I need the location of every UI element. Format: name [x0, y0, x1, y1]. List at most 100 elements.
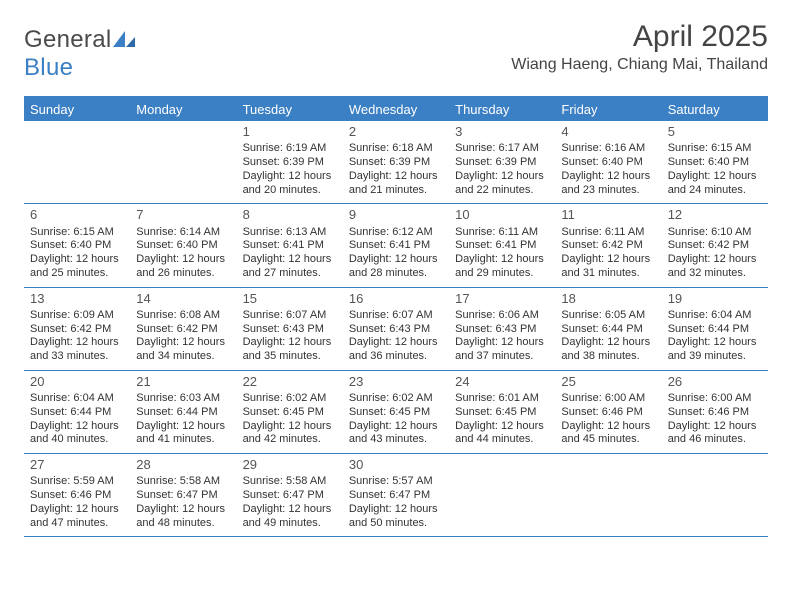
day-number: 13: [30, 291, 124, 307]
daylight-text: Daylight: 12 hours and 48 minutes.: [136, 503, 230, 531]
sunset-text: Sunset: 6:46 PM: [561, 406, 655, 420]
day-number: 1: [243, 124, 337, 140]
calendar-week-row: 20Sunrise: 6:04 AMSunset: 6:44 PMDayligh…: [24, 371, 768, 454]
day-number: 19: [668, 291, 762, 307]
calendar-cell: 21Sunrise: 6:03 AMSunset: 6:44 PMDayligh…: [130, 371, 236, 453]
sunrise-text: Sunrise: 6:03 AM: [136, 392, 230, 406]
day-number: 26: [668, 374, 762, 390]
sunset-text: Sunset: 6:39 PM: [243, 156, 337, 170]
header: GeneralBlue April 2025 Wiang Haeng, Chia…: [24, 20, 768, 82]
calendar-cell: 3Sunrise: 6:17 AMSunset: 6:39 PMDaylight…: [449, 121, 555, 203]
calendar-cell: 18Sunrise: 6:05 AMSunset: 6:44 PMDayligh…: [555, 288, 661, 370]
calendar-cell: 16Sunrise: 6:07 AMSunset: 6:43 PMDayligh…: [343, 288, 449, 370]
day-number: 5: [668, 124, 762, 140]
daylight-text: Daylight: 12 hours and 33 minutes.: [30, 336, 124, 364]
sunset-text: Sunset: 6:42 PM: [668, 239, 762, 253]
day-number: 14: [136, 291, 230, 307]
sunrise-text: Sunrise: 6:04 AM: [30, 392, 124, 406]
sunset-text: Sunset: 6:43 PM: [243, 323, 337, 337]
sunrise-text: Sunrise: 6:08 AM: [136, 309, 230, 323]
calendar-cell: 23Sunrise: 6:02 AMSunset: 6:45 PMDayligh…: [343, 371, 449, 453]
calendar-cell: 8 Sunrise: 6:13 AMSunset: 6:41 PMDaylight…: [237, 204, 343, 286]
sunset-text: Sunset: 6:43 PM: [455, 323, 549, 337]
calendar-header-row: Sunday Monday Tuesday Wednesday Thursday…: [24, 98, 768, 121]
sunrise-text: Sunrise: 6:15 AM: [30, 226, 124, 240]
calendar-week-row: 27Sunrise: 5:59 AMSunset: 6:46 PMDayligh…: [24, 454, 768, 537]
daylight-text: Daylight: 12 hours and 44 minutes.: [455, 420, 549, 448]
day-number: 24: [455, 374, 549, 390]
calendar-cell: 24 Sunrise: 6:01 AMSunset: 6:45 PMDayligh…: [449, 371, 555, 453]
sunset-text: Sunset: 6:46 PM: [668, 406, 762, 420]
daylight-text: Daylight: 12 hours and 23 minutes.: [561, 170, 655, 198]
day-number: 25: [561, 374, 655, 390]
day-number: 15: [243, 291, 337, 307]
dayhead-tuesday: Tuesday: [237, 98, 343, 121]
day-number: 11: [561, 207, 655, 223]
calendar-cell: 13Sunrise: 6:09 AMSunset: 6:42 PMDayligh…: [24, 288, 130, 370]
daylight-text: Daylight: 12 hours and 40 minutes.: [30, 420, 124, 448]
calendar-cell: 15Sunrise: 6:07 AMSunset: 6:43 PMDayligh…: [237, 288, 343, 370]
calendar-cell: [24, 121, 130, 203]
calendar-cell: 4Sunrise: 6:16 AMSunset: 6:40 PMDaylight…: [555, 121, 661, 203]
sunrise-text: Sunrise: 6:18 AM: [349, 142, 443, 156]
sunset-text: Sunset: 6:45 PM: [455, 406, 549, 420]
sunset-text: Sunset: 6:47 PM: [243, 489, 337, 503]
day-number: 3: [455, 124, 549, 140]
sunrise-text: Sunrise: 6:12 AM: [349, 226, 443, 240]
sunrise-text: Sunrise: 6:07 AM: [349, 309, 443, 323]
daylight-text: Daylight: 12 hours and 28 minutes.: [349, 253, 443, 281]
daylight-text: Daylight: 12 hours and 42 minutes.: [243, 420, 337, 448]
calendar-cell: [130, 121, 236, 203]
calendar-cell: 28Sunrise: 5:58 AMSunset: 6:47 PMDayligh…: [130, 454, 236, 536]
calendar-cell: 14Sunrise: 6:08 AMSunset: 6:42 PMDayligh…: [130, 288, 236, 370]
title-block: April 2025 Wiang Haeng, Chiang Mai, Thai…: [511, 20, 768, 74]
calendar-cell: 22Sunrise: 6:02 AMSunset: 6:45 PMDayligh…: [237, 371, 343, 453]
calendar-cell: 7Sunrise: 6:14 AMSunset: 6:40 PMDaylight…: [130, 204, 236, 286]
daylight-text: Daylight: 12 hours and 49 minutes.: [243, 503, 337, 531]
sunrise-text: Sunrise: 6:15 AM: [668, 142, 762, 156]
sunset-text: Sunset: 6:44 PM: [136, 406, 230, 420]
calendar: Sunday Monday Tuesday Wednesday Thursday…: [24, 96, 768, 537]
day-number: 10: [455, 207, 549, 223]
dayhead-monday: Monday: [130, 98, 236, 121]
sunset-text: Sunset: 6:39 PM: [455, 156, 549, 170]
day-number: 27: [30, 457, 124, 473]
sunset-text: Sunset: 6:47 PM: [136, 489, 230, 503]
logo: GeneralBlue: [24, 20, 135, 82]
sunrise-text: Sunrise: 6:02 AM: [243, 392, 337, 406]
calendar-cell: 19Sunrise: 6:04 AMSunset: 6:44 PMDayligh…: [662, 288, 768, 370]
calendar-cell: 29Sunrise: 5:58 AMSunset: 6:47 PMDayligh…: [237, 454, 343, 536]
day-number: 2: [349, 124, 443, 140]
day-number: 16: [349, 291, 443, 307]
dayhead-thursday: Thursday: [449, 98, 555, 121]
sunrise-text: Sunrise: 6:13 AM: [243, 226, 337, 240]
day-number: 18: [561, 291, 655, 307]
day-number: 20: [30, 374, 124, 390]
calendar-cell: 17Sunrise: 6:06 AMSunset: 6:43 PMDayligh…: [449, 288, 555, 370]
calendar-cell: 20Sunrise: 6:04 AMSunset: 6:44 PMDayligh…: [24, 371, 130, 453]
day-number: 8: [243, 207, 337, 223]
calendar-weeks: 1Sunrise: 6:19 AMSunset: 6:39 PMDaylight…: [24, 121, 768, 537]
day-number: 30: [349, 457, 443, 473]
calendar-cell: [449, 454, 555, 536]
day-number: 6: [30, 207, 124, 223]
daylight-text: Daylight: 12 hours and 41 minutes.: [136, 420, 230, 448]
daylight-text: Daylight: 12 hours and 27 minutes.: [243, 253, 337, 281]
sunrise-text: Sunrise: 6:05 AM: [561, 309, 655, 323]
page-subtitle: Wiang Haeng, Chiang Mai, Thailand: [511, 56, 768, 74]
sunrise-text: Sunrise: 6:17 AM: [455, 142, 549, 156]
calendar-cell: 11Sunrise: 6:11 AMSunset: 6:42 PMDayligh…: [555, 204, 661, 286]
daylight-text: Daylight: 12 hours and 36 minutes.: [349, 336, 443, 364]
day-number: 9: [349, 207, 443, 223]
sunset-text: Sunset: 6:40 PM: [561, 156, 655, 170]
daylight-text: Daylight: 12 hours and 45 minutes.: [561, 420, 655, 448]
sunrise-text: Sunrise: 6:04 AM: [668, 309, 762, 323]
calendar-cell: 30Sunrise: 5:57 AMSunset: 6:47 PMDayligh…: [343, 454, 449, 536]
day-number: 22: [243, 374, 337, 390]
sunrise-text: Sunrise: 6:09 AM: [30, 309, 124, 323]
daylight-text: Daylight: 12 hours and 43 minutes.: [349, 420, 443, 448]
sunset-text: Sunset: 6:42 PM: [136, 323, 230, 337]
sunrise-text: Sunrise: 6:01 AM: [455, 392, 549, 406]
daylight-text: Daylight: 12 hours and 50 minutes.: [349, 503, 443, 531]
sunset-text: Sunset: 6:41 PM: [243, 239, 337, 253]
